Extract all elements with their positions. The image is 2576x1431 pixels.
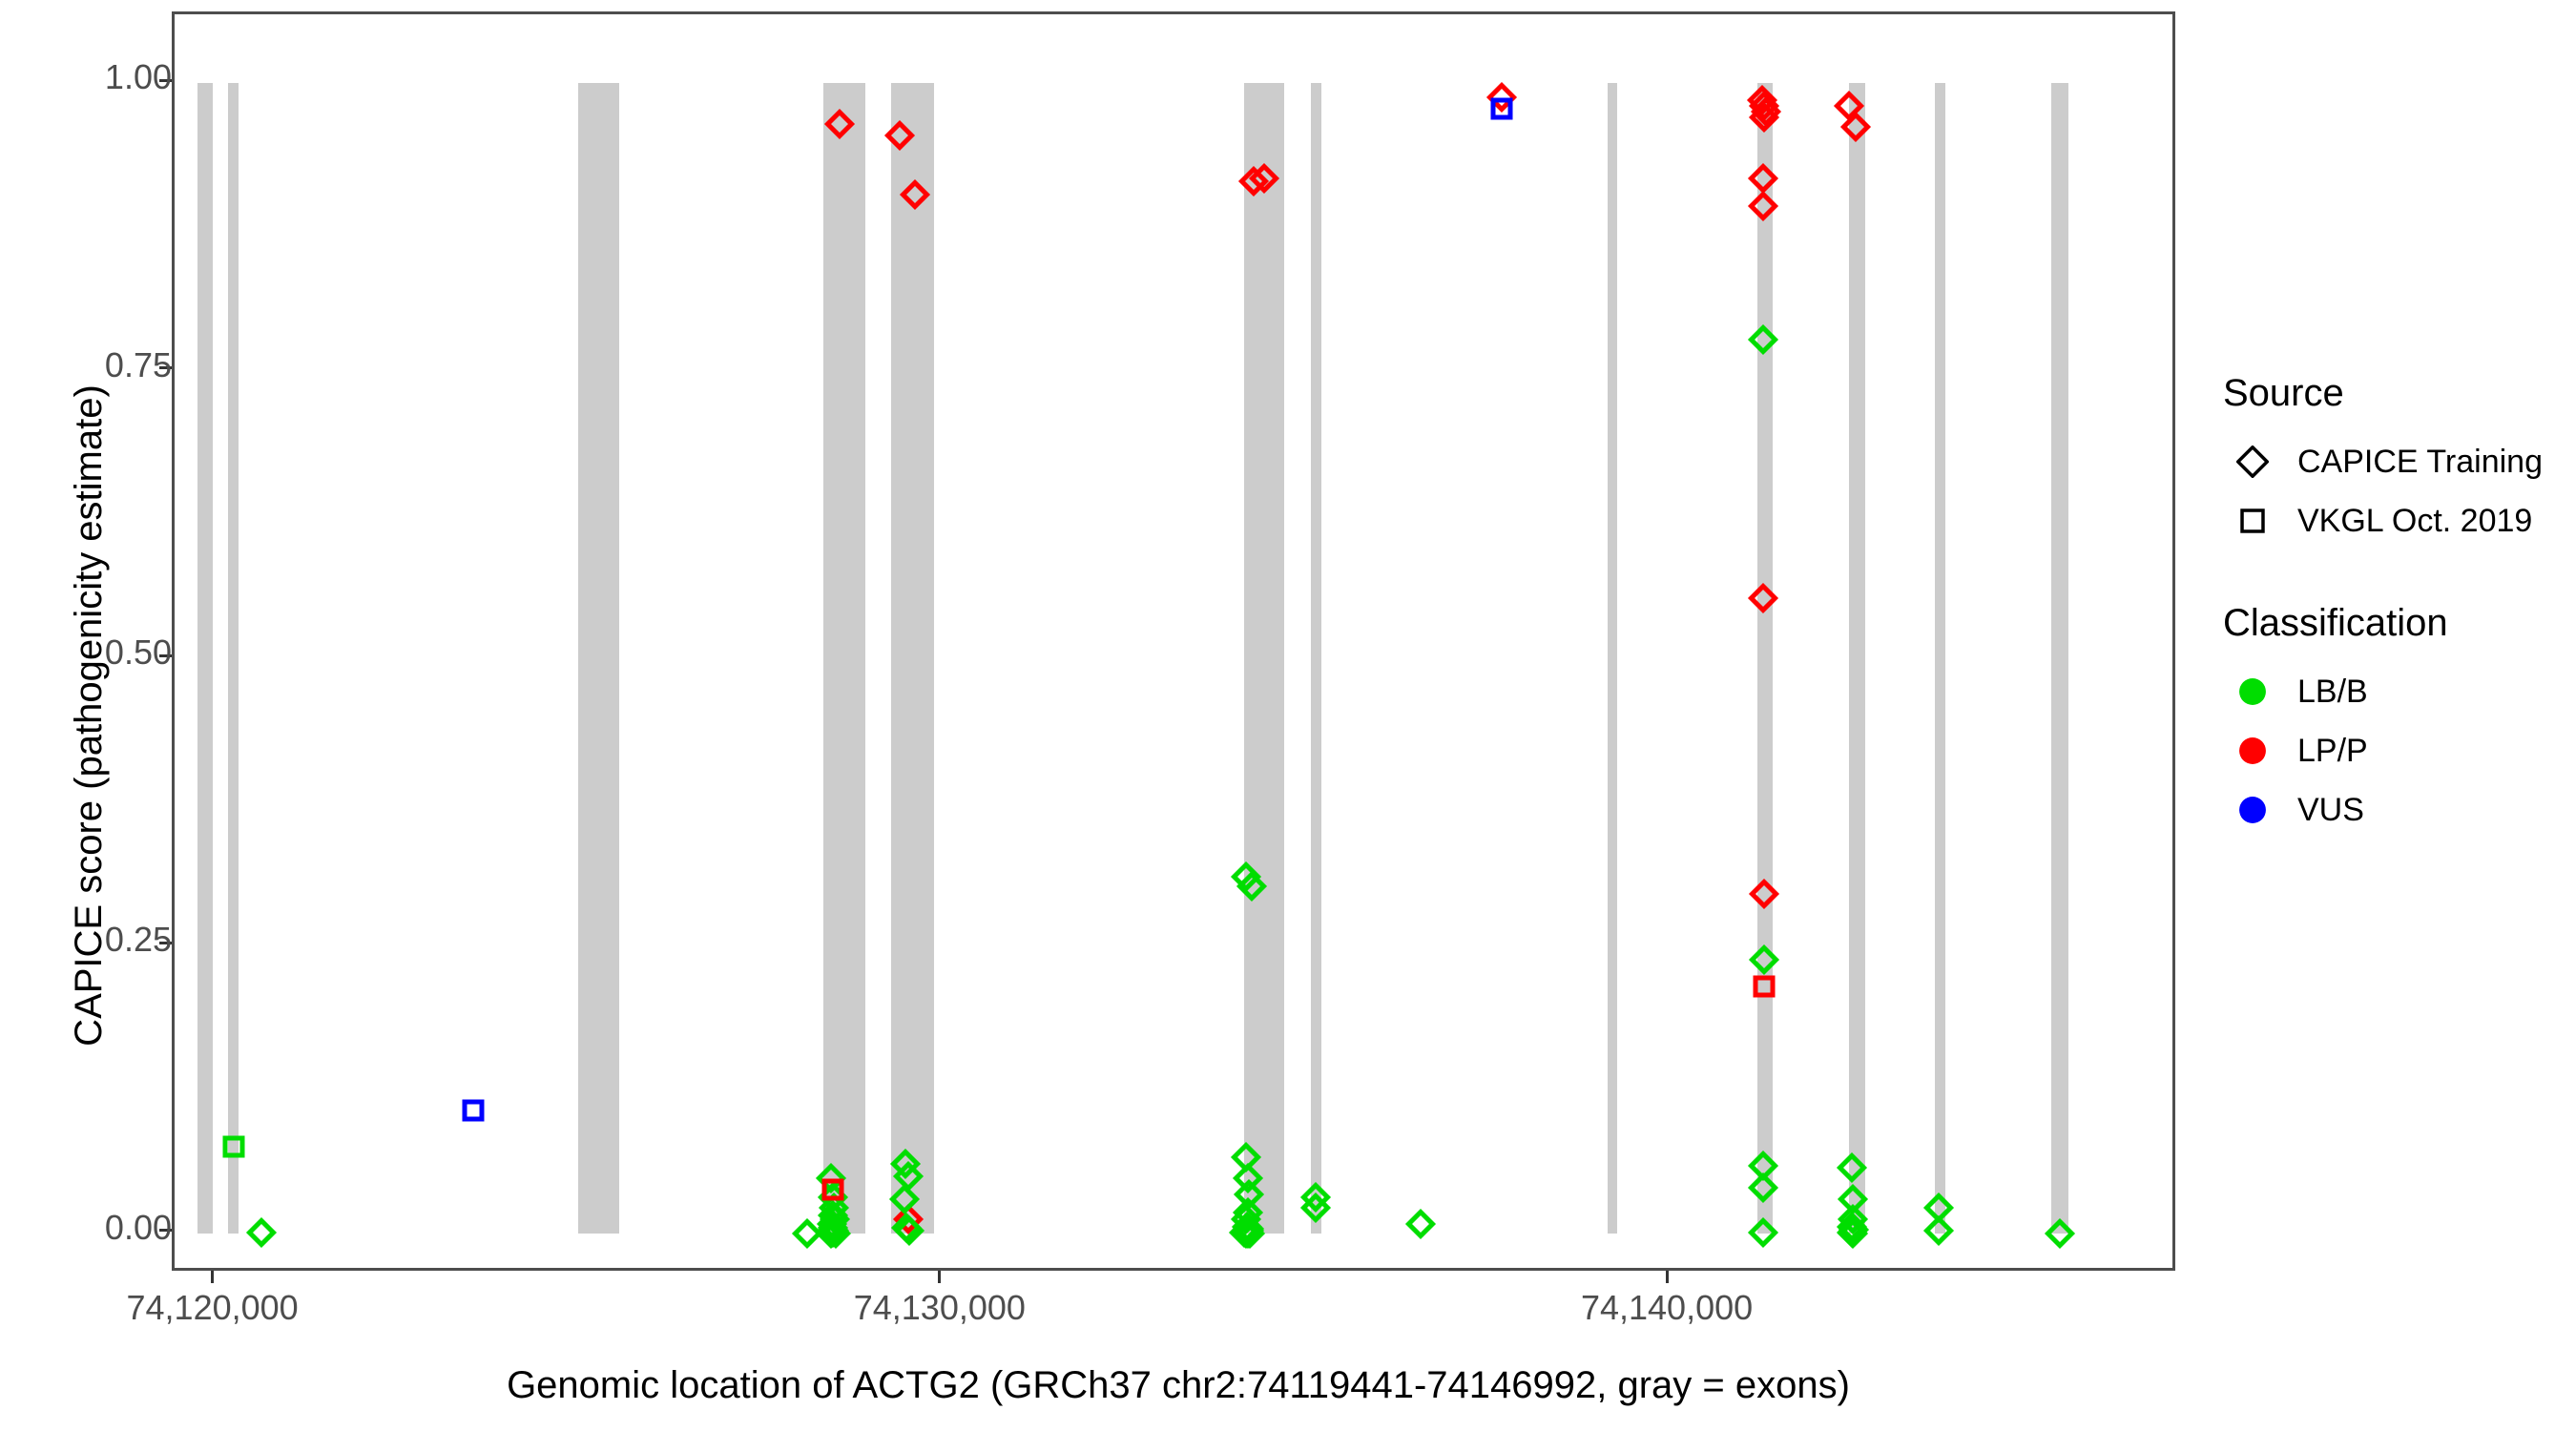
legend-group: Classification LB/B LP/P VUS: [2223, 602, 2566, 840]
exon-bar: [1311, 83, 1321, 1234]
legend-item[interactable]: VUS: [2223, 780, 2566, 840]
data-point: [1238, 165, 1270, 197]
data-point: [893, 1215, 924, 1247]
legend-item-label: CAPICE Training: [2297, 443, 2543, 480]
legend-item[interactable]: VKGL Oct. 2019: [2223, 491, 2566, 550]
data-point: [1231, 861, 1262, 893]
data-point: [1232, 1217, 1263, 1249]
data-point: [1840, 112, 1872, 143]
data-point: [1405, 1209, 1437, 1240]
circle-icon: [2223, 721, 2282, 780]
y-tick-mark: [159, 653, 172, 657]
data-point: [892, 1204, 924, 1235]
exon-bar: [890, 83, 934, 1234]
exon-bar: [577, 83, 620, 1234]
exon-bar: [227, 83, 239, 1234]
x-tick-mark: [211, 1271, 215, 1283]
exon-bar: [2051, 83, 2068, 1234]
exon-bar: [1756, 83, 1774, 1234]
data-point: [1748, 1216, 1779, 1248]
circle-icon: [2223, 662, 2282, 721]
data-point: [1236, 870, 1267, 902]
x-tick-label: 74,120,000: [126, 1288, 299, 1327]
data-point: [889, 1183, 921, 1214]
exon-bar: [1934, 83, 1945, 1234]
circle-icon: [2223, 780, 2282, 840]
data-point: [1746, 85, 1777, 116]
legend-item[interactable]: LB/B: [2223, 662, 2566, 721]
data-point: [219, 1132, 248, 1161]
data-point: [1747, 324, 1778, 356]
y-tick-label: 0.50: [104, 633, 172, 673]
data-point: [899, 179, 930, 211]
exon-bar: [1848, 83, 1866, 1234]
data-point: [1249, 163, 1280, 195]
y-tick-mark: [159, 1229, 172, 1233]
x-tick-label: 74,140,000: [1580, 1288, 1754, 1327]
data-point: [459, 1096, 488, 1125]
data-point: [1838, 1217, 1869, 1249]
data-point: [883, 119, 915, 151]
x-axis-title: Genomic location of ACTG2 (GRCh37 chr2:7…: [507, 1363, 1850, 1406]
data-point: [1233, 1178, 1264, 1210]
data-point: [1487, 94, 1516, 123]
data-point: [2044, 1217, 2075, 1249]
x-tick-label: 74,130,000: [853, 1288, 1026, 1327]
data-point: [1837, 1152, 1868, 1184]
data-point: [1923, 1215, 1955, 1247]
exon-bar: [1608, 83, 1618, 1234]
data-point: [1299, 1182, 1331, 1213]
data-point: [1485, 81, 1518, 113]
legend-item[interactable]: CAPICE Training: [2223, 432, 2566, 491]
data-point: [824, 108, 856, 139]
legend-item-label: LB/B: [2297, 673, 2368, 710]
data-point: [889, 1149, 921, 1180]
exon-bar: [197, 83, 213, 1234]
data-point: [1751, 96, 1782, 128]
data-point: [816, 1217, 847, 1249]
exon-bar: [822, 83, 866, 1234]
legend-group: Source CAPICE Training VKGL Oct. 2019: [2223, 372, 2566, 550]
data-point: [820, 1217, 851, 1249]
diamond-icon: [2223, 432, 2282, 491]
y-tick-label: 0.25: [104, 920, 172, 960]
legend-item-label: VKGL Oct. 2019: [2297, 502, 2533, 539]
y-tick-mark: [159, 78, 172, 82]
y-tick-mark: [159, 941, 172, 944]
y-tick-label: 1.00: [104, 57, 172, 97]
y-tick-label: 0.00: [104, 1207, 172, 1247]
plot-panel: [172, 11, 2175, 1271]
data-point: [1299, 1192, 1331, 1224]
data-point: [1748, 191, 1779, 222]
exon-bar: [1244, 83, 1285, 1234]
y-tick-label: 0.75: [104, 344, 172, 384]
plot-area: [175, 14, 2172, 1268]
data-point: [1749, 944, 1780, 975]
data-point: [1747, 1172, 1778, 1203]
data-point: [792, 1217, 823, 1249]
data-point: [246, 1216, 278, 1248]
legend: Source CAPICE Training VKGL Oct. 2019 Class…: [2223, 372, 2566, 891]
data-point: [1748, 583, 1779, 614]
legend-item-label: VUS: [2297, 791, 2364, 828]
data-point: [1749, 91, 1780, 122]
data-point: [1749, 879, 1780, 910]
data-point: [1231, 1204, 1262, 1235]
data-point: [1834, 91, 1865, 122]
x-tick-mark: [1665, 1271, 1669, 1283]
square-icon: [2223, 491, 2282, 550]
legend-title: Source: [2223, 372, 2344, 414]
data-point: [1750, 972, 1778, 1001]
data-point: [1232, 1162, 1263, 1193]
data-point: [1748, 163, 1779, 195]
data-point: [1838, 1204, 1869, 1235]
legend-item[interactable]: LP/P: [2223, 721, 2566, 780]
y-tick-mark: [159, 366, 172, 370]
data-point: [1749, 102, 1780, 134]
legend-title: Classification: [2223, 602, 2448, 644]
legend-item-label: LP/P: [2297, 732, 2368, 769]
data-point: [819, 1175, 847, 1204]
x-tick-mark: [938, 1271, 942, 1283]
